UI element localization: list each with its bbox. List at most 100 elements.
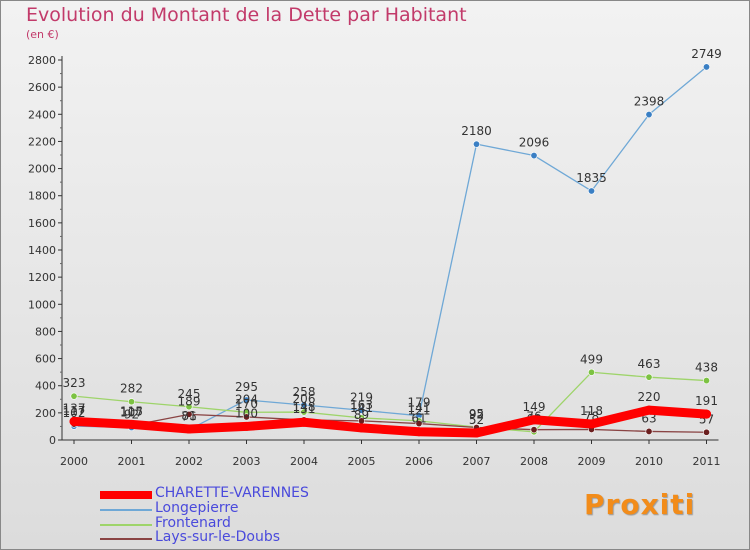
data-label-longepierre: 92 <box>124 408 139 422</box>
data-point-charette-varennes <box>357 423 366 433</box>
legend-swatch-charette-varennes <box>100 491 152 499</box>
legend-label-charette-varennes: CHARETTE-VARENNES <box>155 485 309 501</box>
data-label-charette-varennes: 81 <box>181 409 196 423</box>
data-point-frontenard <box>587 368 595 376</box>
legend-label-longepierre: Longepierre <box>155 500 239 516</box>
data-label-lays-sur-le-doubs: 189 <box>178 394 201 408</box>
data-label-longepierre: 179 <box>408 396 431 410</box>
data-label-charette-varennes: 52 <box>469 413 484 427</box>
x-tick-label: 2004 <box>290 455 318 468</box>
data-point-longepierre <box>472 140 480 148</box>
data-label-longepierre: 2096 <box>519 136 550 150</box>
legend-swatch-frontenard <box>100 524 152 526</box>
x-tick-label: 2011 <box>693 455 721 468</box>
data-point-charette-varennes <box>644 405 654 415</box>
data-label-longepierre: 1835 <box>576 171 607 185</box>
data-label-lays-sur-le-doubs: 107 <box>120 405 143 419</box>
data-point-lays-sur-le-doubs <box>185 410 193 418</box>
data-point-charette-varennes <box>529 415 539 425</box>
data-label-frontenard: 438 <box>695 361 718 375</box>
data-point-longepierre <box>357 406 365 414</box>
data-label-charette-varennes: 115 <box>120 404 143 418</box>
series-line-frontenard <box>73 371 708 433</box>
y-tick-label: 1200 <box>28 271 56 284</box>
data-point-longepierre <box>300 401 308 409</box>
data-label-longepierre: 102 <box>63 406 86 420</box>
x-tick-label: 2006 <box>405 455 433 468</box>
x-tick-label: 2009 <box>578 455 606 468</box>
x-tick-label: 2010 <box>635 455 663 468</box>
y-tick-label: 2600 <box>28 81 56 94</box>
data-label-lays-sur-le-doubs: 92 <box>469 408 484 422</box>
data-point-frontenard <box>702 377 710 385</box>
chart-unit: (en €) <box>26 28 59 41</box>
y-tick-label: 200 <box>35 407 56 420</box>
x-tick-label: 2007 <box>463 455 491 468</box>
data-point-charette-varennes <box>472 428 481 438</box>
data-point-lays-sur-le-doubs <box>415 420 423 428</box>
data-point-longepierre <box>243 396 251 404</box>
data-point-charette-varennes <box>299 417 309 427</box>
data-label-charette-varennes: 118 <box>580 404 603 418</box>
data-label-frontenard: 206 <box>293 392 316 406</box>
data-point-longepierre <box>702 63 710 71</box>
y-tick-label: 2000 <box>28 163 56 176</box>
data-point-charette-varennes <box>587 419 596 429</box>
x-tick-label: 2001 <box>118 455 146 468</box>
data-point-frontenard <box>645 373 653 381</box>
x-tick-label: 2005 <box>348 455 376 468</box>
data-label-charette-varennes: 61 <box>411 412 426 426</box>
data-label-frontenard: 95 <box>469 407 484 421</box>
x-tick-label: 2003 <box>233 455 261 468</box>
data-point-frontenard <box>300 408 308 416</box>
data-point-lays-sur-le-doubs <box>702 428 710 436</box>
data-label-frontenard: 282 <box>120 382 143 396</box>
data-label-frontenard: 163 <box>350 398 373 412</box>
data-point-longepierre <box>645 111 653 119</box>
y-tick-label: 800 <box>35 325 56 338</box>
data-point-charette-varennes <box>184 424 194 434</box>
data-label-longepierre: 295 <box>235 380 258 394</box>
y-tick-label: 2200 <box>28 135 56 148</box>
data-point-charette-varennes <box>69 416 79 426</box>
data-label-frontenard: 499 <box>580 352 603 366</box>
data-point-longepierre <box>587 187 595 195</box>
proxiti-logo: Proxiti <box>584 488 696 521</box>
legend-swatch-longepierre <box>100 509 152 511</box>
data-label-frontenard: 245 <box>178 387 201 401</box>
y-tick-label: 0 <box>49 434 56 447</box>
data-point-charette-varennes <box>242 421 251 431</box>
data-label-lays-sur-le-doubs: 148 <box>293 400 316 414</box>
data-label-frontenard: 204 <box>235 392 258 406</box>
data-point-charette-varennes <box>127 419 136 429</box>
data-label-charette-varennes: 89 <box>354 408 369 422</box>
data-label-charette-varennes: 131 <box>293 402 316 416</box>
page-title: Evolution du Montant de la Dette par Hab… <box>26 4 467 26</box>
data-point-longepierre <box>530 152 538 160</box>
data-label-charette-varennes: 220 <box>638 390 661 404</box>
legend-label-frontenard: Frontenard <box>155 515 231 531</box>
data-point-lays-sur-le-doubs <box>645 427 653 435</box>
series-line-lays-sur-le-doubs <box>73 413 708 433</box>
y-tick-label: 2400 <box>28 108 56 121</box>
data-label-longepierre: 258 <box>293 385 316 399</box>
data-label-charette-varennes: 100 <box>235 406 258 420</box>
data-label-charette-varennes: 137 <box>63 401 86 415</box>
data-label-charette-varennes: 191 <box>695 394 718 408</box>
series-line-charette-varennes <box>69 405 711 438</box>
legend-label-lays-sur-le-doubs: Lays-sur-le-Doubs <box>155 529 281 545</box>
y-tick-label: 600 <box>35 353 56 366</box>
data-label-lays-sur-le-doubs: 170 <box>235 397 258 411</box>
data-label-longepierre: 2180 <box>461 124 492 138</box>
y-tick-label: 2800 <box>28 54 56 67</box>
data-point-frontenard <box>128 398 136 406</box>
data-point-frontenard <box>185 403 193 411</box>
data-label-frontenard: 323 <box>63 376 86 390</box>
data-label-charette-varennes: 149 <box>523 400 546 414</box>
data-label-frontenard: 141 <box>408 401 431 415</box>
data-label-lays-sur-le-doubs: 117 <box>63 404 86 418</box>
legend-swatch-lays-sur-le-doubs <box>100 538 152 540</box>
x-tick-label: 2002 <box>175 455 203 468</box>
